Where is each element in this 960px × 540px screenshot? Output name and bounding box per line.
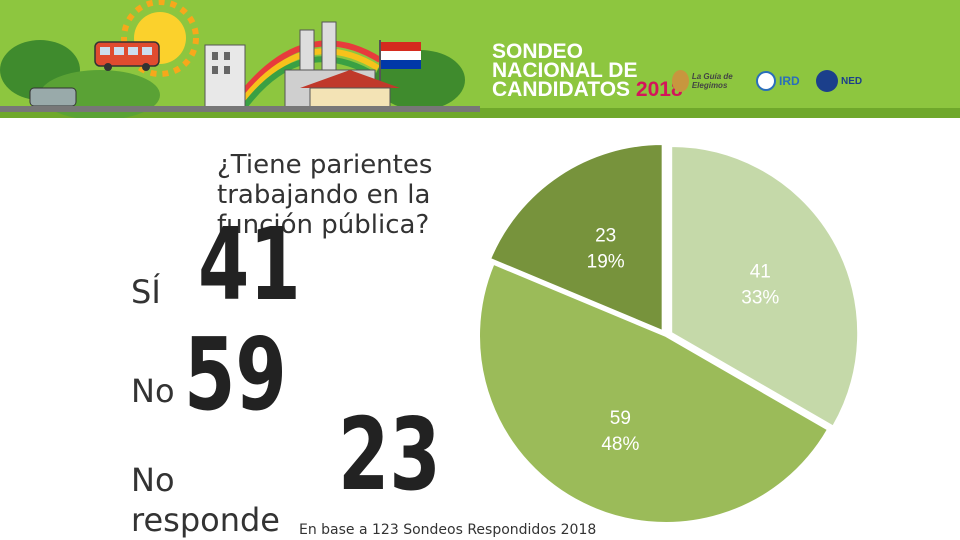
pie-chart: 41 33% 59 48% 23 19%: [478, 143, 860, 524]
pie-value-label-0: 41: [750, 262, 771, 283]
banner-title: SONDEO NACIONAL DE CANDIDATOS 2018: [492, 40, 683, 101]
ird-logo-icon: [756, 71, 776, 91]
pie-value-label-2: 23: [595, 225, 616, 246]
banner-year: 2018: [635, 78, 683, 101]
answer-value-no: 59: [184, 316, 287, 433]
pie-slice-0: [670, 144, 860, 428]
pie-percent-label-2: 19%: [587, 251, 625, 272]
answer-value-si: 41: [198, 206, 301, 323]
answer-label-no-responde: No responde: [131, 461, 280, 539]
answer-label-si: SÍ: [131, 273, 161, 311]
guia-logo-icon: [672, 70, 689, 92]
pie-labels: 41 33% 59 48% 23 19%: [587, 225, 780, 455]
answer-label-no: No: [131, 372, 175, 410]
bus-icon: [94, 41, 160, 71]
pie-percent-label-0: 33%: [741, 288, 779, 309]
footnote: En base a 123 Sondeos Respondidos 2018: [299, 522, 597, 538]
answer-value-no-responde: 23: [338, 396, 441, 513]
question-title: ¿Tiene parientes trabajando en la funció…: [217, 150, 433, 240]
header-banner: SONDEO NACIONAL DE CANDIDATOS 2018 La Gu…: [0, 0, 960, 118]
banner-illustration: [0, 0, 960, 118]
pie-slice-1: [478, 262, 830, 524]
pie-percent-label-1: 48%: [601, 434, 639, 455]
logo-ird: IRD: [756, 66, 808, 96]
logo-la-guia: La Guía de Elegimos: [672, 66, 752, 96]
pie-slices: [478, 143, 860, 524]
pie-value-label-1: 59: [610, 408, 631, 429]
banner-title-line-1: SONDEO: [492, 40, 584, 63]
banner-title-line-2: NACIONAL DE: [492, 59, 638, 82]
pie-slice-2: [488, 143, 664, 333]
banner-title-line-3: CANDIDATOS: [492, 78, 631, 101]
logo-ned: NED: [816, 66, 920, 96]
ned-logo-icon: [816, 70, 838, 92]
